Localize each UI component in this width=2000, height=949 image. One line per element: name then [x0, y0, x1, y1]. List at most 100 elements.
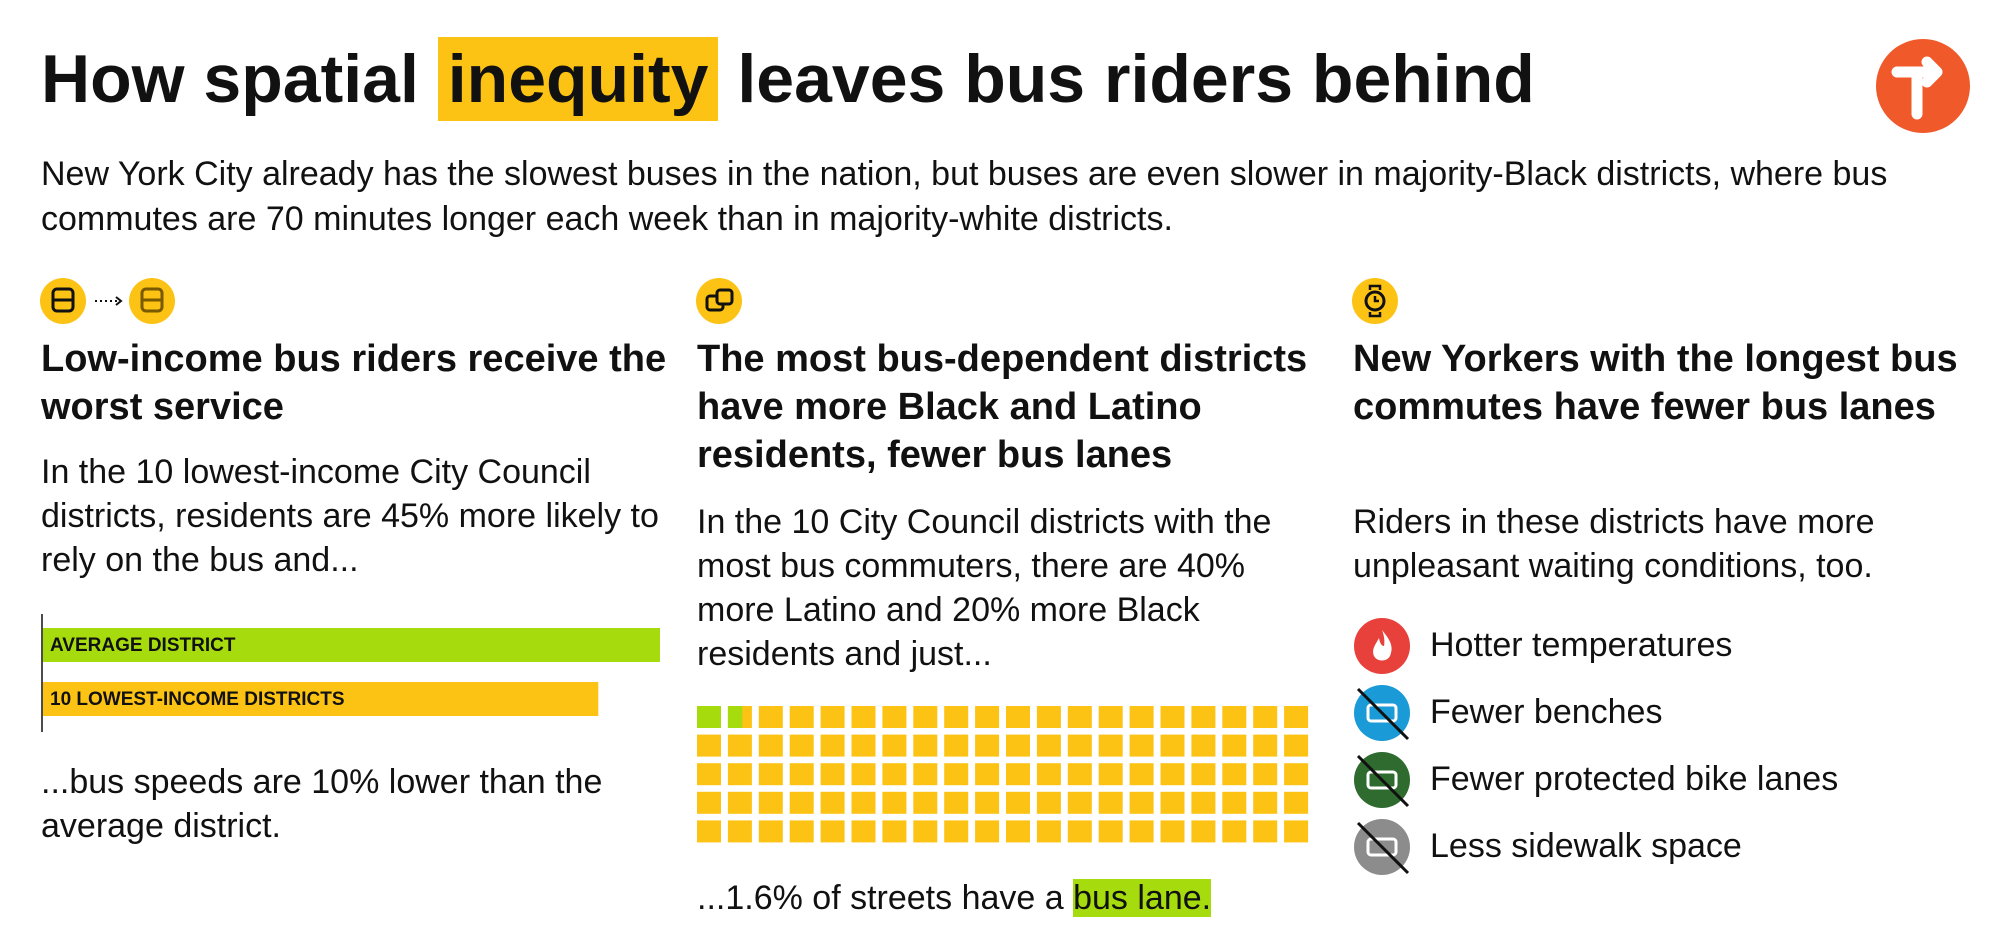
- waffle-cell: [1222, 734, 1247, 757]
- waffle-cell: [789, 791, 814, 814]
- waffle-cell: [882, 734, 907, 757]
- waffle-cell: [697, 791, 721, 814]
- footer: ...bus speeds are 10% lower than the ave…: [41, 763, 603, 845]
- waffle-cell: [851, 706, 876, 728]
- waffle-cell: [913, 820, 938, 843]
- heading: New Yorkers with the longest bus commute…: [1353, 338, 1958, 428]
- waffle-cell: [1006, 791, 1030, 814]
- waffle-cell: [1006, 820, 1030, 843]
- waffle-cell: [1006, 763, 1030, 786]
- waffle-cell: [1067, 734, 1092, 757]
- waffle-cell: [789, 734, 814, 757]
- strike: [1356, 687, 1410, 741]
- waffle-cell: [1222, 820, 1247, 843]
- waffle-cell: [1253, 820, 1278, 843]
- waffle-cell: [913, 706, 938, 728]
- icon: [696, 278, 742, 324]
- waffle-cell: [1098, 734, 1123, 757]
- waffle-cell: [1253, 763, 1278, 786]
- waffle-cell: [882, 820, 907, 843]
- waffle-fill: [697, 706, 721, 728]
- waffle-cell: [697, 820, 721, 843]
- waffle-cell: [758, 763, 783, 786]
- waffle-cell: [1160, 706, 1185, 728]
- waffle-cell: [1222, 791, 1247, 814]
- waffle-cell: [1129, 706, 1154, 728]
- waffle-cell: [1191, 820, 1216, 843]
- waffle-cell: [975, 791, 1000, 814]
- waffle-cell: [1191, 763, 1216, 786]
- waffle-cell: [820, 734, 845, 757]
- waffle-cell: [1067, 820, 1092, 843]
- title-text: How spatial: [41, 41, 419, 117]
- waffle-cell: [1160, 791, 1185, 814]
- waffle-cell: [1284, 706, 1309, 728]
- waffle-cell: [975, 706, 1000, 728]
- waffle-cell: [1036, 820, 1061, 843]
- waffle-cell: [1129, 734, 1154, 757]
- bus-icons: [40, 278, 175, 324]
- waffle-cell: [758, 706, 783, 728]
- waffle-cell: [944, 791, 969, 814]
- bar-label: AVERAGE DISTRICT: [50, 635, 236, 656]
- waffle-cell: [1036, 763, 1061, 786]
- waffle-cell: [1098, 791, 1123, 814]
- item-label: Hotter temperatures: [1430, 626, 1733, 664]
- title-highlight: inequity: [437, 37, 719, 121]
- item-icon: [1354, 819, 1410, 875]
- waffle-cell: [758, 820, 783, 843]
- waffle-cell: [1036, 791, 1061, 814]
- waffle-cell: [1253, 734, 1278, 757]
- footer-highlight: bus lane.: [1073, 879, 1212, 917]
- waffle-cell: [1036, 706, 1061, 728]
- waffle-cell: [820, 706, 845, 728]
- body: Riders in these districts have more unpl…: [1353, 503, 1875, 585]
- waffle-cell: [944, 763, 969, 786]
- bar: [43, 682, 599, 716]
- waffle-cell: [1222, 763, 1247, 786]
- waffle-cell: [882, 791, 907, 814]
- waffle-cell: [944, 706, 969, 728]
- waffle-cell: [727, 791, 752, 814]
- waffle-cell: [882, 706, 907, 728]
- bar: [43, 628, 660, 662]
- logo: [1876, 39, 1970, 133]
- waffle-cell: [727, 763, 752, 786]
- glyph: [1366, 837, 1398, 857]
- glyph: [1366, 770, 1398, 790]
- icon: [1352, 278, 1398, 324]
- waffle-cell: [1006, 734, 1030, 757]
- glyph: [1366, 703, 1398, 723]
- strike: [1356, 754, 1410, 808]
- waffle-chart: [697, 706, 1309, 843]
- waffle-cell: [1284, 820, 1309, 843]
- waffle-cell: [697, 734, 721, 757]
- waffle-cell: [1222, 706, 1247, 728]
- waffle-cell: [820, 763, 845, 786]
- footer: ...1.6% of streets have a bus lane.: [697, 876, 1322, 920]
- body: In the 10 City Council districts with th…: [697, 503, 1272, 673]
- waffle-cell: [697, 763, 721, 786]
- item-label: Less sidewalk space: [1430, 827, 1742, 865]
- bar-label: 10 LOWEST-INCOME DISTRICTS: [50, 689, 345, 710]
- waffle-cell: [1006, 706, 1030, 728]
- waffle-cell: [851, 734, 876, 757]
- waffle-cell: [1067, 706, 1092, 728]
- item-icon: [1354, 685, 1410, 741]
- body: In the 10 lowest-income City Council dis…: [41, 453, 659, 579]
- waffle-cell: [851, 763, 876, 786]
- bar-chart: AVERAGE DISTRICT 10 LOWEST-INCOME DISTRIC…: [41, 614, 660, 732]
- waffle-cell: [1098, 763, 1123, 786]
- waffle-cell: [1098, 820, 1123, 843]
- waffle-cell: [1160, 820, 1185, 843]
- flame: [1373, 630, 1392, 661]
- waffle-cell: [1129, 791, 1154, 814]
- strike: [1356, 821, 1410, 875]
- waffle-cell: [1284, 734, 1309, 757]
- waffle-cell: [944, 820, 969, 843]
- waffle-cell: [789, 820, 814, 843]
- waffle-cell: [820, 791, 845, 814]
- waffle-cell: [1191, 706, 1216, 728]
- waffle-cell: [1067, 791, 1092, 814]
- footer-text: ...1.6% of streets have a: [697, 879, 1064, 917]
